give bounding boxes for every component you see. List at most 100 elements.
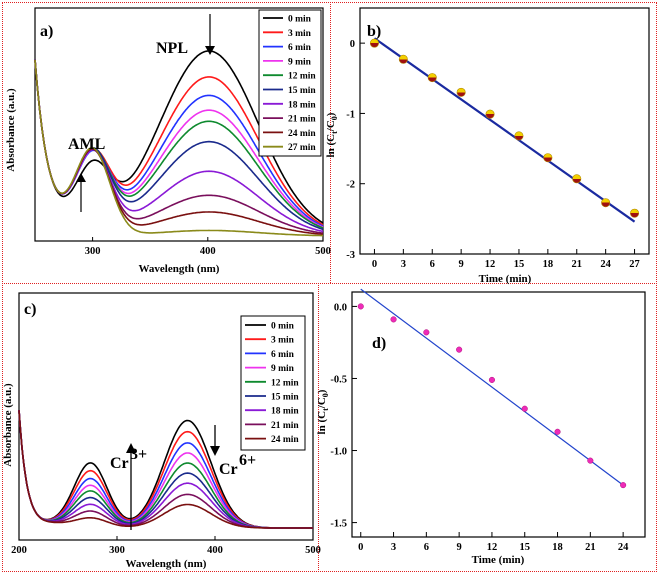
xtick-label-d-2: 6 xyxy=(424,542,429,553)
legend-label-c-2: 6 min xyxy=(271,350,295,360)
xtick-label-b-9: 27 xyxy=(629,259,640,270)
down-arrow-head-a xyxy=(205,46,215,55)
annotation-cr6-sup: 6+ xyxy=(239,452,256,469)
ytick-label-d-3: -1.5 xyxy=(330,519,347,530)
down-arrow-head-c xyxy=(210,446,220,456)
legend-label-a-9: 27 min xyxy=(288,143,316,153)
ytick-label-d-2: -1.0 xyxy=(330,447,347,458)
ticks-d: 0 3 6 9 12 15 18 21 24 0.0 -0.5 -1.0 -1.5 xyxy=(330,302,629,553)
legend-label-a-3: 9 min xyxy=(288,57,312,67)
panel-label-d: d) xyxy=(372,335,386,352)
vertical-divider-bottom xyxy=(318,285,319,570)
fit-line-d xyxy=(360,288,624,486)
legend-label-c-1: 3 min xyxy=(271,336,295,346)
annotation-cr6-base: Cr xyxy=(219,461,238,478)
xtick-label-b-5: 15 xyxy=(514,259,525,270)
data-point-b-2 xyxy=(427,73,437,83)
xtick-label-a-2: 500 xyxy=(315,246,331,257)
up-arrow-head-c xyxy=(126,443,136,453)
spectra-a xyxy=(34,50,324,237)
legend-a: 0 min 3 min 6 min 9 min 12 min 15 min 18 min 21… xyxy=(258,9,322,157)
data-point-d-3 xyxy=(456,346,463,353)
legend-label-a-0: 0 min xyxy=(288,15,312,25)
plot-frame-a xyxy=(34,7,324,242)
ylabel-d: ln (Ct/C0) xyxy=(316,389,330,434)
annotation-npl: NPL xyxy=(156,40,188,57)
xtick-label-b-2: 6 xyxy=(430,259,435,270)
ylabel-c: Absorbance (a.u.) xyxy=(2,383,14,467)
xtick-label-b-4: 12 xyxy=(485,259,496,270)
plot-frame-d xyxy=(351,291,646,538)
data-point-d-4 xyxy=(488,376,495,383)
data-point-d-8 xyxy=(620,482,627,489)
data-point-b-3 xyxy=(456,87,466,97)
xtick-label-d-1: 3 xyxy=(391,542,396,553)
xlabel-b: Time (min) xyxy=(479,273,532,285)
data-point-b-5 xyxy=(514,131,524,141)
data-point-d-6 xyxy=(554,428,561,435)
xtick-label-a-1: 400 xyxy=(200,246,216,257)
vertical-divider-top xyxy=(330,4,331,283)
annotation-aml: AML xyxy=(68,136,105,153)
spectrum-a-9 xyxy=(34,59,323,237)
legend-label-a-6: 18 min xyxy=(288,100,316,110)
xtick-label-c-0: 200 xyxy=(11,545,27,556)
data-points-d xyxy=(357,303,627,489)
xlabel-a: Wavelength (nm) xyxy=(139,263,220,275)
xtick-label-b-6: 18 xyxy=(543,259,554,270)
data-point-b-7 xyxy=(572,174,582,184)
panel-label-b: b) xyxy=(367,23,381,40)
legend-label-c-4: 12 min xyxy=(271,378,299,388)
horizontal-divider xyxy=(4,283,657,284)
data-point-b-1 xyxy=(398,54,408,64)
xticks-a: 300 400 500 xyxy=(85,237,331,257)
data-point-d-5 xyxy=(521,405,528,412)
ytick-label-b-1: -1 xyxy=(346,109,355,120)
data-point-b-8 xyxy=(601,198,611,208)
panel-label-a: a) xyxy=(40,23,53,40)
panel-label-c: c) xyxy=(24,301,36,318)
ytick-label-b-0: 0 xyxy=(350,39,355,50)
data-point-b-0 xyxy=(369,38,379,48)
fit-line-b xyxy=(373,37,636,223)
xtick-label-d-4: 12 xyxy=(487,542,498,553)
xtick-label-d-6: 18 xyxy=(552,542,563,553)
legend-label-c-3: 9 min xyxy=(271,364,295,374)
xlabel-d: Time (min) xyxy=(472,554,525,566)
legend-c: 0 min 3 min 6 min 9 min 12 min 15 min 18 min 21… xyxy=(240,315,306,451)
ticks-b: 0 3 6 9 12 15 18 21 24 27 0 -1 -2 -3 xyxy=(346,39,640,270)
legend-label-c-5: 15 min xyxy=(271,393,299,403)
xticks-c: 200 300 400 500 xyxy=(11,536,321,556)
xtick-label-c-2: 400 xyxy=(207,545,223,556)
legend-label-a-4: 12 min xyxy=(288,72,316,82)
ytick-label-b-2: -2 xyxy=(346,180,355,191)
data-point-d-1 xyxy=(390,316,397,323)
data-point-b-6 xyxy=(543,153,553,163)
legend-label-a-5: 15 min xyxy=(288,86,316,96)
xtick-label-b-7: 21 xyxy=(572,259,583,270)
legend-label-a-7: 21 min xyxy=(288,115,316,125)
annotation-cr3-base: Cr xyxy=(110,455,129,472)
data-point-d-0 xyxy=(357,303,364,310)
data-point-b-9 xyxy=(630,208,640,218)
xtick-label-b-1: 3 xyxy=(401,259,406,270)
xtick-label-b-0: 0 xyxy=(372,259,377,270)
xtick-label-d-0: 0 xyxy=(358,542,363,553)
ytick-label-b-3: -3 xyxy=(346,250,355,261)
xtick-label-b-3: 9 xyxy=(459,259,464,270)
xtick-label-c-1: 300 xyxy=(109,545,125,556)
xtick-label-b-8: 24 xyxy=(600,259,611,270)
spectra-c xyxy=(18,410,313,529)
data-point-d-2 xyxy=(423,329,430,336)
panel-a: 300 400 500 a) Wavelength (nm) Absorbance … xyxy=(5,7,331,275)
data-points-b xyxy=(369,38,640,218)
ylabel-b: ln (Ct/C0) xyxy=(325,112,339,157)
legend-label-a-8: 24 min xyxy=(288,129,316,139)
spectrum-a-0 xyxy=(34,50,324,224)
ytick-label-d-1: -0.5 xyxy=(330,374,347,385)
xtick-label-d-8: 24 xyxy=(618,542,629,553)
legend-label-c-0: 0 min xyxy=(271,322,295,332)
legend-label-a-1: 3 min xyxy=(288,29,312,39)
